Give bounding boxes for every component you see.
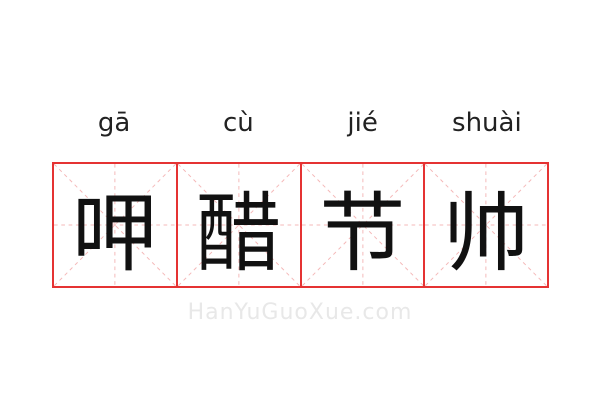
guide-lines [301, 164, 424, 286]
hanzi-4: 帅 [443, 183, 530, 284]
hanzi-3: 节 [319, 183, 406, 284]
watermark: HanYuGuoXue.com [187, 300, 413, 325]
cell-3: 节 [301, 164, 426, 286]
guide-lines [177, 164, 300, 286]
cell-2: 醋 [177, 164, 302, 286]
pinyin-row: gā cù jié shuài [52, 108, 549, 138]
guide-lines [54, 164, 176, 286]
cell-1: 呷 [54, 164, 178, 286]
hanzi-2: 醋 [195, 183, 282, 284]
hanzi-1: 呷 [71, 183, 158, 284]
guide-lines [425, 164, 547, 286]
character-grid: 呷 醋 节 帅 [52, 162, 549, 288]
pinyin-2: cù [222, 108, 254, 138]
cell-4: 帅 [425, 164, 547, 286]
pinyin-4: shuài [452, 108, 522, 138]
pinyin-1: gā [97, 108, 131, 138]
pinyin-3: jié [347, 108, 378, 138]
